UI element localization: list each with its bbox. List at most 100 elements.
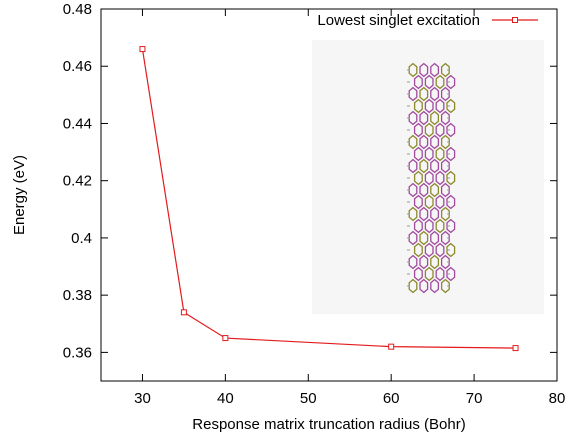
molecule-ring [413,74,423,90]
y-tick-label: 0.46 [63,58,92,75]
x-tick-label: 40 [217,390,234,407]
molecule-ring [440,278,450,294]
molecule-ring [413,98,423,114]
molecule-ring [440,182,450,198]
molecule-ring [424,218,434,234]
data-point [222,335,229,342]
data-point [512,345,519,352]
molecule-ring [408,134,418,150]
molecule-ring [424,194,434,210]
y-axis-label: Energy (eV) [11,155,28,235]
molecule-ring [430,278,440,294]
molecule-ring [435,98,445,114]
molecule-ring [435,194,445,210]
molecule-ring [446,242,456,258]
molecule-ring [430,158,440,174]
molecule-ring [419,110,429,126]
molecule-ring [446,194,456,210]
plot-frame [100,8,558,382]
molecule-ring [424,242,434,258]
axis-ticks [101,8,558,381]
molecule-ring [446,218,456,234]
molecule-ring [413,218,423,234]
molecule-ring [435,122,445,138]
molecule-ring [408,110,418,126]
molecule-ring [446,98,456,114]
molecule-ring [446,146,456,162]
axis-tick-labels: 30 40 50 60 70 80 0.36 0.38 0.4 0.42 0.44 0.46 0.48 [63,1,566,407]
molecule-ring [446,170,456,186]
molecule-ring [440,206,450,222]
molecule-ring [419,134,429,150]
molecule-ring [424,74,434,90]
molecule-ring [440,110,450,126]
series-layer [139,46,519,352]
x-tick-label: 60 [383,390,400,407]
inset-background [312,40,544,314]
x-tick-label: 30 [134,390,151,407]
data-point [180,309,187,316]
molecule-ring [424,122,434,138]
molecule-ring [424,170,434,186]
molecule-ring [419,230,429,246]
molecule-ring [413,266,423,282]
molecule-ring [435,242,445,258]
y-tick-label: 0.38 [63,287,92,304]
molecule-ring [424,146,434,162]
molecule-ring [430,254,440,270]
y-tick-label: 0.36 [63,344,92,361]
molecule-ring [430,182,440,198]
y-tick-label: 0.4 [71,230,92,247]
molecule-ring [430,134,440,150]
molecule-ring [408,86,418,102]
molecule-ring [440,158,450,174]
x-tick-label: 80 [549,390,566,407]
legend: Lowest singlet excitation [317,12,538,29]
x-axis-label: Response matrix truncation radius (Bohr) [192,416,465,433]
legend-label: Lowest singlet excitation [317,12,480,29]
molecule-ring [408,182,418,198]
molecule-ring [413,146,423,162]
y-tick-label: 0.42 [63,173,92,190]
molecule-ring [408,278,418,294]
molecule-ring [435,170,445,186]
molecule-ring [430,110,440,126]
molecule-ring [419,278,429,294]
molecule-ring [430,206,440,222]
data-point [388,343,395,350]
molecule-ring [435,74,445,90]
molecule-ring [413,194,423,210]
molecule-ring [440,230,450,246]
molecule-ring [419,182,429,198]
x-tick-label: 50 [300,390,317,407]
molecule-ring [430,230,440,246]
molecule-ring [430,86,440,102]
molecule-ring [430,62,440,78]
nanoribbon-molecule-icon [312,40,544,314]
molecule-ring [419,254,429,270]
x-tick-label: 70 [466,390,483,407]
data-point [139,46,146,53]
molecule-ring [440,62,450,78]
molecule-ring [440,134,450,150]
molecule-ring [408,206,418,222]
molecule-ring [435,146,445,162]
molecule-ring [419,206,429,222]
molecule-ring [446,266,456,282]
molecule-ring [413,122,423,138]
y-tick-label: 0.48 [63,1,92,18]
molecule-ring [435,218,445,234]
molecule-ring [408,158,418,174]
molecule-ring [413,242,423,258]
molecule-ring [419,62,429,78]
molecule-ring [413,170,423,186]
molecule-ring [440,86,450,102]
legend-marker [512,17,518,23]
molecule-ring [440,254,450,270]
molecule-ring [446,74,456,90]
molecule-ring [424,98,434,114]
molecule-ring [435,266,445,282]
y-tick-label: 0.44 [63,115,92,132]
molecule-ring [408,62,418,78]
